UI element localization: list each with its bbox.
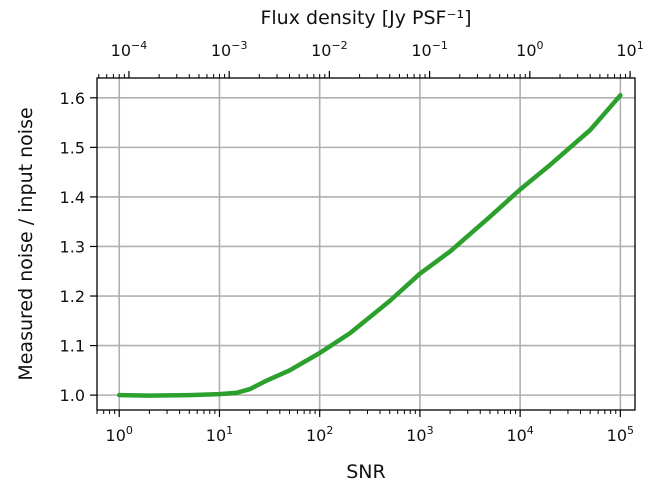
- x-tick-label: 104: [506, 424, 533, 445]
- y-tick-label: 1.4: [60, 188, 85, 207]
- y-axis: 1.0 1.1 1.2 1.3 1.4 1.5 1.6: [60, 89, 97, 405]
- series-line: [116, 93, 623, 398]
- y-tick-label: 1.3: [60, 237, 85, 256]
- y-tick-label: 1.2: [60, 287, 85, 306]
- y-tick-label: 1.6: [60, 89, 85, 108]
- plot-frame: [96, 77, 636, 411]
- y-axis-title: Measured noise / input noise: [15, 107, 37, 380]
- top-tick-label: 10−3: [211, 39, 248, 60]
- top-tick-label: 101: [616, 39, 643, 60]
- x-tick-label: 100: [106, 424, 133, 445]
- x-tick-label: 105: [607, 424, 634, 445]
- top-tick-label: 100: [516, 39, 543, 60]
- x-tick-label: 102: [306, 424, 333, 445]
- y-tick-label: 1.1: [60, 337, 85, 356]
- top-tick-label: 10−1: [411, 39, 448, 60]
- top-x-axis: 10−4 10−3 10−2 10−1 100 101: [98, 39, 644, 78]
- top-x-axis-title: Flux density [Jy PSF⁻¹]: [260, 7, 471, 29]
- x-tick-label: 103: [406, 424, 433, 445]
- series-layer: [116, 93, 623, 398]
- plot-background: [97, 78, 635, 410]
- y-tick-label: 1.0: [60, 386, 85, 405]
- top-tick-label: 10−4: [111, 39, 148, 60]
- top-tick-label: 10−2: [311, 39, 348, 60]
- y-tick-label: 1.5: [60, 138, 85, 157]
- plot-area: [96, 77, 636, 411]
- x-axis: 100 101 102 103 104 105: [96, 410, 634, 445]
- x-tick-label: 101: [206, 424, 233, 445]
- grid: [97, 78, 635, 410]
- x-axis-title: SNR: [346, 461, 385, 483]
